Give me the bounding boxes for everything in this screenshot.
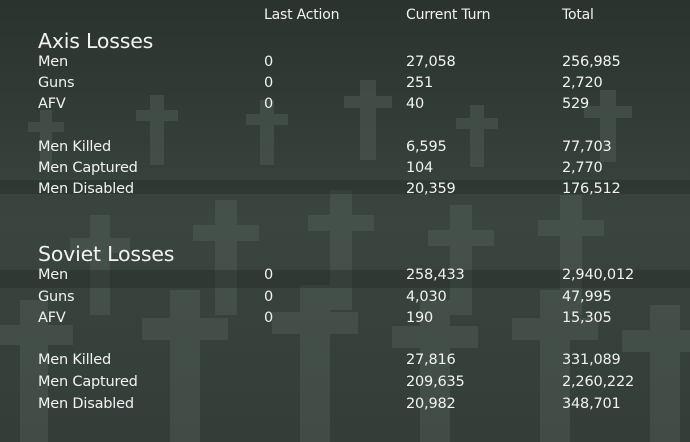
axis-row-current-turn: 20,359 xyxy=(406,181,456,197)
soviet-row-current-turn: 27,816 xyxy=(406,352,456,368)
axis-row-last-action: 0 xyxy=(264,54,274,70)
axis-row-current-turn: 251 xyxy=(406,75,434,91)
soviet-row-current-turn: 20,982 xyxy=(406,396,456,412)
axis-row-total: 256,985 xyxy=(562,54,621,70)
soviet-losses-title: Soviet Losses xyxy=(38,242,175,266)
axis-row-current-turn: 27,058 xyxy=(406,54,456,70)
soviet-row-total: 15,305 xyxy=(562,310,612,326)
axis-row-total: 529 xyxy=(562,96,590,112)
axis-row-current-turn: 104 xyxy=(406,160,434,176)
soviet-row-current-turn: 258,433 xyxy=(406,267,465,283)
soviet-row-current-turn: 4,030 xyxy=(406,289,447,305)
soviet-row-last-action: 0 xyxy=(264,267,274,283)
axis-row-label: AFV xyxy=(38,96,66,112)
axis-row-label: Men Disabled xyxy=(38,181,134,197)
soviet-row-label: Men Captured xyxy=(38,374,138,390)
soviet-row-label: Men Disabled xyxy=(38,396,134,412)
soviet-row-total: 348,701 xyxy=(562,396,621,412)
axis-row-total: 176,512 xyxy=(562,181,621,197)
soviet-row-total: 331,089 xyxy=(562,352,621,368)
soviet-row-current-turn: 209,635 xyxy=(406,374,465,390)
soviet-row-total: 2,260,222 xyxy=(562,374,634,390)
axis-row-last-action: 0 xyxy=(264,75,274,91)
soviet-row-last-action: 0 xyxy=(264,310,274,326)
column-header-total: Total xyxy=(562,7,594,23)
soviet-row-total: 47,995 xyxy=(562,289,612,305)
axis-row-total: 2,720 xyxy=(562,75,603,91)
soviet-row-label: Men Killed xyxy=(38,352,111,368)
axis-row-label: Guns xyxy=(38,75,75,91)
axis-row-total: 2,770 xyxy=(562,160,603,176)
soviet-row-label: Guns xyxy=(38,289,75,305)
column-header-current-turn: Current Turn xyxy=(406,7,491,23)
soviet-row-label: AFV xyxy=(38,310,66,326)
axis-row-label: Men Killed xyxy=(38,139,111,155)
soviet-row-last-action: 0 xyxy=(264,289,274,305)
soviet-row-total: 2,940,012 xyxy=(562,267,634,283)
axis-row-last-action: 0 xyxy=(264,96,274,112)
axis-row-label: Men xyxy=(38,54,69,70)
axis-losses-title: Axis Losses xyxy=(38,29,154,53)
axis-row-current-turn: 6,595 xyxy=(406,139,447,155)
axis-row-total: 77,703 xyxy=(562,139,612,155)
axis-row-label: Men Captured xyxy=(38,160,138,176)
soviet-row-label: Men xyxy=(38,267,69,283)
column-header-last-action: Last Action xyxy=(264,7,340,23)
axis-row-current-turn: 40 xyxy=(406,96,425,112)
soviet-row-current-turn: 190 xyxy=(406,310,434,326)
